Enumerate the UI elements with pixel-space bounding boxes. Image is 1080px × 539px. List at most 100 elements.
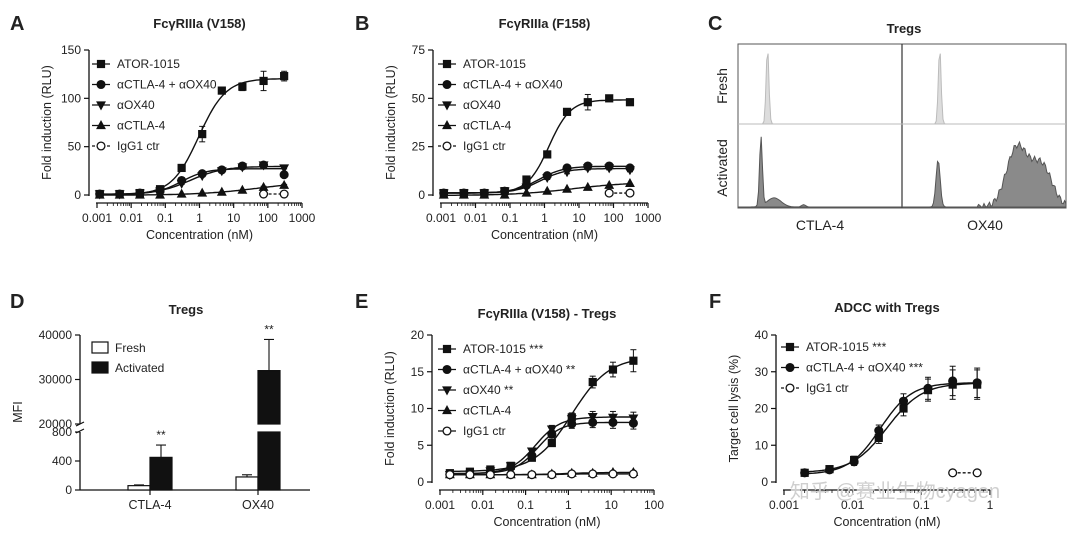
legend-label: αCTLA-4 + αOX40 ** <box>463 363 576 377</box>
legend-marker <box>442 405 452 415</box>
data-point <box>972 468 982 478</box>
x-tick-label: 0.01 <box>841 498 865 512</box>
legend-marker <box>96 59 106 69</box>
x-tick-label: 100 <box>258 211 278 225</box>
data-point <box>972 378 982 388</box>
watermark: 知乎 @赛业生物cyagen <box>790 480 1000 503</box>
series-line <box>443 167 630 194</box>
legend-entry: IgG1 ctr <box>92 139 160 153</box>
series-line <box>449 416 634 475</box>
data-point <box>567 469 577 479</box>
series-line <box>804 382 978 475</box>
data-point <box>238 82 247 91</box>
data-point <box>547 470 557 480</box>
panel-B: B FcγRIIIa (F158) 0 25 50 75 0.001 0.01 0.1 1 10 10… <box>355 13 662 242</box>
x-axis-label: Concentration (nM) <box>494 515 601 529</box>
histogram-activated-ctla4 <box>738 136 902 208</box>
y-axis-label: Fold induction (RLU) <box>40 65 54 180</box>
legend-label: ATOR-1015 *** <box>806 340 887 354</box>
series-line <box>449 360 634 473</box>
legend-entry: αOX40 ** <box>438 383 514 397</box>
data-point <box>587 412 598 423</box>
series <box>94 179 290 199</box>
data-point <box>197 172 208 182</box>
legend-label: αOX40 <box>463 98 501 112</box>
data-point <box>217 86 226 95</box>
y-tick-label: 50 <box>412 91 426 105</box>
data-point <box>608 365 618 374</box>
data-point <box>625 166 635 176</box>
series-line <box>449 473 634 476</box>
legend-entry: αOX40 <box>92 98 155 112</box>
legend-entry: IgG1 ctr <box>438 139 506 153</box>
series <box>259 189 289 199</box>
legend-entry: ATOR-1015 *** <box>781 340 887 354</box>
data-point <box>628 469 638 479</box>
data-point <box>628 414 639 424</box>
x-tick-label: 1 <box>987 498 994 512</box>
y-tick-label: 20 <box>411 328 425 342</box>
legend-marker <box>442 426 452 436</box>
legend-label: αCTLA-4 + αOX40 <box>463 78 563 92</box>
x-tick-label: 1 <box>565 498 572 512</box>
series <box>94 161 290 200</box>
data-point <box>608 469 618 479</box>
x-tick-label: 0.1 <box>913 498 930 512</box>
bar <box>235 474 259 491</box>
y-axis-label: Fold induction (RLU) <box>383 351 397 466</box>
panel-letter: A <box>10 13 24 35</box>
data-point <box>279 164 290 174</box>
panel-letter: B <box>355 13 369 35</box>
y-tick-label: 0 <box>74 188 81 202</box>
bar-rect <box>149 456 173 491</box>
x-tick-label: 0.001 <box>425 498 455 512</box>
panel-F: F ADCC with Tregs 0 10 20 30 40 0.001 0.01 0.1 1 Ta… <box>709 291 994 529</box>
data-point <box>438 189 449 199</box>
y-tick-label: 15 <box>411 365 425 379</box>
y-tick-label: 20 <box>755 402 769 416</box>
y-tick-label: 25 <box>412 140 426 154</box>
legend-entry: αCTLA-4 <box>92 119 166 133</box>
x-tick-label: OX40 <box>242 498 274 512</box>
legend-label: Activated <box>115 361 164 375</box>
data-point <box>134 189 145 199</box>
data-point <box>259 76 268 86</box>
data-point <box>527 470 537 480</box>
x-tick-label: 0.1 <box>157 211 174 225</box>
data-point <box>198 130 207 139</box>
data-point <box>625 177 635 187</box>
y-tick-label: 5 <box>417 438 424 452</box>
data-point <box>625 188 635 198</box>
x-tick-label: 0.01 <box>119 211 143 225</box>
legend-marker <box>442 141 452 151</box>
legend-label: αCTLA-4 + αOX40 *** <box>806 361 923 375</box>
x-tick-label: 1 <box>541 211 548 225</box>
x-tick-label: 1 <box>196 211 203 225</box>
data-point <box>604 188 614 198</box>
series <box>438 177 635 199</box>
legend-entry: ATOR-1015 <box>438 57 526 71</box>
column-label-ctla4: CTLA-4 <box>796 217 844 233</box>
data-point <box>547 438 556 448</box>
x-tick-label: 10 <box>227 211 241 225</box>
y-axis-label: MFI <box>11 401 25 423</box>
y-tick-label: 30 <box>755 365 769 379</box>
legend-entry: αCTLA-4 <box>438 404 512 418</box>
y-axis-label: Target cell lysis (%) <box>727 355 741 463</box>
series-line <box>804 382 978 473</box>
x-tick-label: 0.1 <box>517 498 534 512</box>
x-tick-label: 1000 <box>635 211 662 225</box>
bar-rect-lower <box>257 431 281 491</box>
y-tick-label: 0 <box>418 188 425 202</box>
series <box>604 188 635 198</box>
bar <box>257 338 281 491</box>
bar-rect <box>235 476 259 491</box>
legend-marker <box>785 362 795 373</box>
data-point <box>898 396 909 406</box>
x-axis-label: Concentration (nM) <box>146 228 253 242</box>
legend-marker <box>785 342 795 352</box>
panel-letter: D <box>10 291 24 313</box>
legend-label: ATOR-1015 *** <box>463 342 544 356</box>
legend-marker <box>96 101 106 111</box>
data-point <box>445 470 455 480</box>
